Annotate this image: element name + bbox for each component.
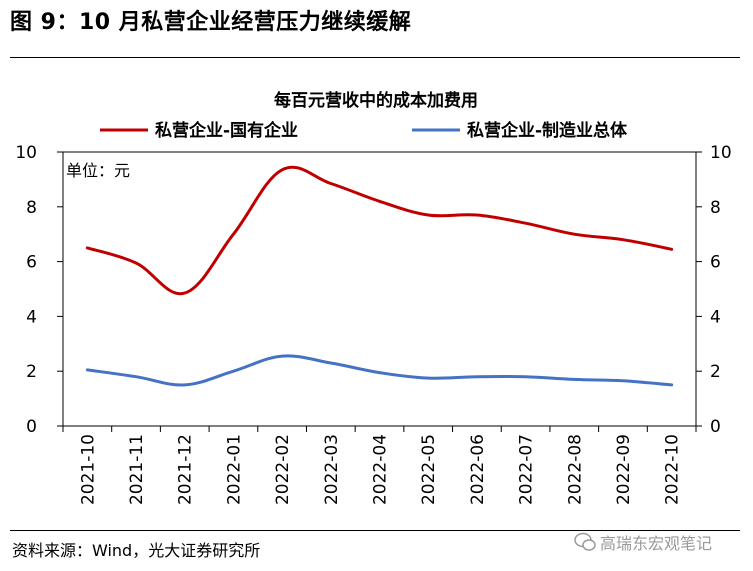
right-tick-label: 0: [710, 417, 721, 437]
x-tick-label: 2022-10: [663, 434, 683, 505]
top-divider: [10, 57, 740, 58]
series-line-1: [85, 165, 674, 296]
legend-label-series-1: 私营企业-国有企业: [155, 120, 298, 141]
x-tick-label: 2022-05: [419, 434, 439, 505]
left-tick-label: 10: [15, 143, 37, 163]
watermark-text: 高瑞东宏观笔记: [600, 534, 713, 553]
watermark: 高瑞东宏观笔记: [574, 530, 712, 554]
wechat-icon: [574, 532, 596, 551]
x-axis: 2021-10 2021-11 2021-12 2022-01 2022-02 2022-…: [62, 426, 697, 505]
x-tick-label: 2021-11: [127, 434, 147, 505]
right-tick-label: 10: [710, 143, 732, 163]
x-tick-label: 2022-03: [322, 434, 342, 505]
left-tick-label: 2: [26, 362, 37, 382]
x-tick-label: 2022-06: [468, 434, 488, 505]
source-note: 资料来源：Wind，光大证券研究所: [12, 541, 261, 560]
right-tick-label: 4: [710, 307, 721, 327]
x-tick-label: 2022-07: [517, 434, 537, 505]
x-tick-label: 2022-01: [224, 434, 244, 505]
right-tick-label: 8: [710, 198, 721, 218]
series-line-2: [85, 354, 674, 387]
x-tick-label: 2022-04: [371, 434, 391, 505]
figure-title: 图 9：10 月私营企业经营压力继续缓解: [10, 10, 412, 35]
series-layer: [85, 165, 674, 387]
left-axis: 0 2 4 6 8 10: [15, 143, 63, 437]
unit-label: 单位：元: [66, 161, 130, 180]
x-tick-label: 2022-08: [565, 434, 585, 505]
x-tick-label: 2022-02: [273, 434, 293, 505]
x-tick-label: 2021-10: [78, 434, 98, 505]
x-tick-label: 2021-12: [176, 434, 196, 505]
bottom-divider: [10, 530, 740, 531]
legend: 私营企业-国有企业 私营企业-制造业总体: [100, 120, 628, 141]
right-axis: 0 2 4 6 8 10: [696, 143, 732, 437]
left-tick-label: 6: [26, 253, 37, 273]
left-tick-label: 8: [26, 198, 37, 218]
x-tick-label: 2022-09: [614, 434, 634, 505]
right-tick-label: 2: [710, 362, 721, 382]
chart-title: 每百元营收中的成本加费用: [274, 90, 478, 111]
right-tick-label: 6: [710, 253, 721, 273]
legend-label-series-2: 私营企业-制造业总体: [467, 120, 628, 141]
plot-frame: [62, 151, 697, 427]
left-tick-label: 4: [26, 307, 37, 327]
left-tick-label: 0: [26, 417, 37, 437]
